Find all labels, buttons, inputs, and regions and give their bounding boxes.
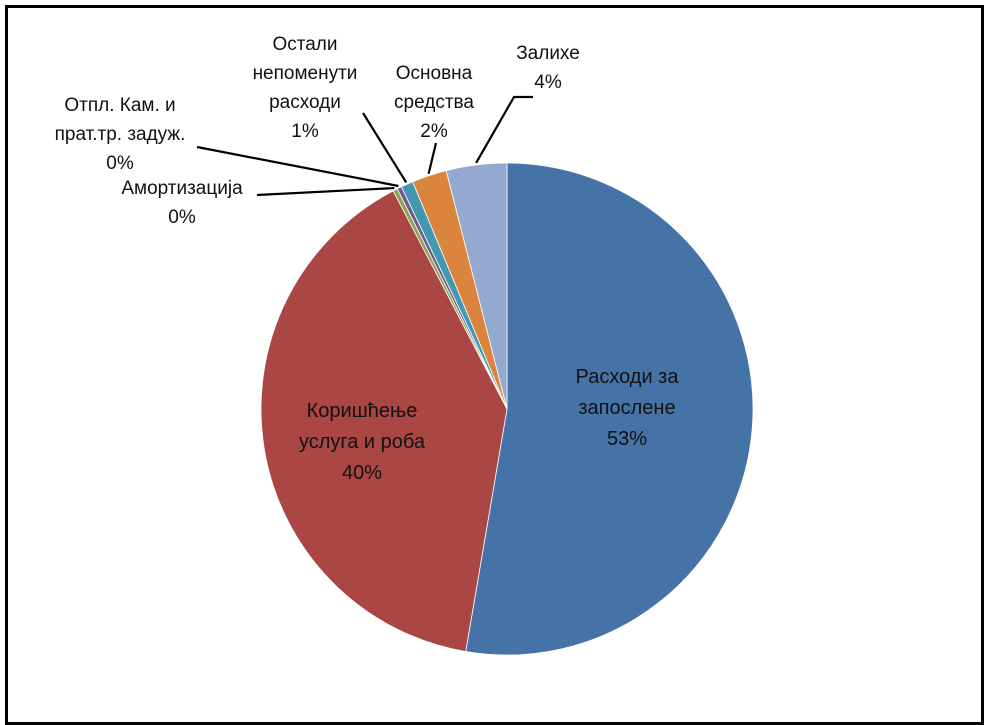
leader-line-fixed-assets	[427, 142, 438, 174]
slice-name-line: Залихе	[516, 43, 580, 64]
slice-name-line: расходи	[269, 92, 341, 113]
slice-percent-fixed-assets: 2%	[420, 121, 448, 142]
slice-name-line: Расходи за	[576, 366, 680, 388]
slice-name-line: средства	[394, 92, 474, 113]
slice-percent-services: 40%	[342, 462, 382, 484]
slice-name-line: Амортизација	[121, 178, 243, 199]
slice-name-line: услуга и роба	[299, 431, 426, 453]
leader-line-inventory	[475, 95, 533, 164]
pie-slice-services	[260, 190, 508, 652]
slice-percent-employees: 53%	[607, 428, 647, 450]
slice-label-employees: Расходи за запослене 53%	[576, 366, 680, 450]
slice-percent-interest: 0%	[106, 153, 134, 174]
slice-name-line: прат.тр. задуж.	[55, 124, 186, 145]
slice-name-line: Основна	[396, 63, 473, 84]
leader-line-interest	[196, 145, 399, 188]
leader-line-depreciation	[256, 186, 395, 197]
slice-label-other: Остали непоменути расходи 1%	[253, 34, 358, 142]
slice-label-depreciation: Амортизација 0%	[121, 178, 243, 228]
slice-name-line: непоменути	[253, 63, 358, 84]
slice-label-services: Коришћење услуга и роба 40%	[299, 400, 426, 484]
slice-name-line: Коришћење	[307, 400, 418, 422]
leader-line-other	[362, 112, 408, 183]
slice-percent-inventory: 4%	[534, 72, 562, 93]
slice-percent-depreciation: 0%	[168, 207, 196, 228]
slice-label-interest: Отпл. Кам. и прат.тр. задуж. 0%	[55, 95, 186, 174]
pie-slice-employees	[465, 162, 754, 656]
slice-name-line: запослене	[578, 397, 675, 419]
slice-percent-other: 1%	[291, 121, 319, 142]
slice-name-line: Отпл. Кам. и	[64, 95, 175, 116]
slice-label-fixed-assets: Основна средства 2%	[394, 63, 474, 142]
slice-label-inventory: Залихе 4%	[516, 43, 580, 93]
pie-slice-inventory	[445, 162, 508, 410]
slice-name-line: Остали	[272, 34, 337, 55]
